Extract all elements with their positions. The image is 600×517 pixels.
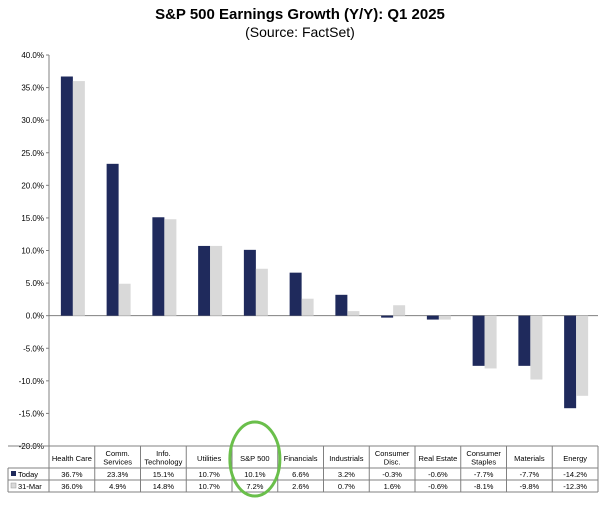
bar-31-mar	[210, 245, 223, 316]
data-label: -0.6%	[428, 482, 448, 491]
bar-31-mar	[438, 315, 451, 320]
data-label: -7.7%	[474, 470, 494, 479]
bar-31-mar	[72, 81, 85, 316]
bar-31-mar	[301, 298, 314, 316]
data-label: 7.2%	[246, 482, 263, 491]
category-label: Energy	[563, 454, 587, 463]
legend-label-31-mar: 31-Mar	[18, 482, 42, 491]
category-label: Info. Technology	[144, 449, 182, 467]
y-tick-label: -10.0%	[19, 377, 44, 386]
data-label: -8.1%	[474, 482, 494, 491]
data-label: 6.6%	[292, 470, 309, 479]
bar-today	[518, 315, 531, 366]
bar-31-mar	[255, 268, 268, 316]
bar-today	[152, 217, 165, 316]
data-label: 10.7%	[198, 482, 220, 491]
data-label: -0.3%	[382, 470, 402, 479]
category-label: Real Estate	[418, 454, 457, 463]
y-tick-label: 5.0%	[26, 279, 44, 288]
highlight-circle	[228, 420, 282, 498]
data-label: 10.7%	[198, 470, 220, 479]
bar-31-mar	[530, 315, 543, 380]
category-label: S&P 500	[240, 454, 269, 463]
y-tick-label: 30.0%	[21, 116, 44, 125]
category-label: Financials	[284, 454, 318, 463]
chart-subtitle: (Source: FactSet)	[245, 24, 355, 40]
category-label: Materials	[514, 454, 545, 463]
bar-today	[564, 315, 577, 409]
bar-31-mar	[393, 305, 406, 316]
data-label: 3.2%	[338, 470, 355, 479]
legend-label-today: Today	[18, 470, 38, 479]
category-label: Consumer Disc.	[375, 449, 410, 467]
data-label: 4.9%	[109, 482, 126, 491]
data-label: 0.7%	[338, 482, 355, 491]
data-label: 1.6%	[384, 482, 401, 491]
data-label: 23.3%	[107, 470, 129, 479]
category-label: Consumer Staples	[466, 449, 501, 467]
bar-today	[381, 315, 394, 318]
bar-today	[335, 294, 348, 316]
bar-today	[60, 76, 73, 316]
data-label: 2.6%	[292, 482, 309, 491]
bar-31-mar	[118, 283, 131, 316]
y-tick-label: 10.0%	[21, 247, 44, 256]
bar-31-mar	[164, 219, 177, 316]
data-label: 10.1%	[244, 470, 266, 479]
category-label: Comm. Services	[103, 449, 132, 467]
data-label: 14.8%	[153, 482, 175, 491]
bar-today	[289, 272, 302, 316]
y-tick-label: 15.0%	[21, 214, 44, 223]
data-label: 15.1%	[153, 470, 175, 479]
chart-header: S&P 500 Earnings Growth (Y/Y): Q1 2025 (…	[0, 6, 600, 41]
bar-today	[198, 245, 211, 316]
y-tick-label: -15.0%	[19, 409, 44, 418]
chart-title: S&P 500 Earnings Growth (Y/Y): Q1 2025	[155, 6, 445, 23]
data-label: -12.3%	[563, 482, 587, 491]
y-tick-label: 35.0%	[21, 84, 44, 93]
bar-today	[106, 163, 119, 316]
bar-today	[426, 315, 439, 320]
y-tick-label: 20.0%	[21, 181, 44, 190]
legend-swatch-31-mar	[10, 482, 17, 489]
category-label: Industrials	[329, 454, 363, 463]
bar-31-mar	[347, 311, 360, 316]
bar-31-mar	[484, 315, 497, 369]
data-label: 36.0%	[61, 482, 83, 491]
y-tick-label: 0.0%	[26, 312, 44, 321]
bar-today	[472, 315, 485, 366]
data-label: 36.7%	[61, 470, 83, 479]
category-label: Utilities	[197, 454, 221, 463]
bar-today	[243, 249, 256, 316]
data-label: -7.7%	[520, 470, 540, 479]
bar-31-mar	[576, 315, 589, 396]
data-label: -14.2%	[563, 470, 587, 479]
category-label: Health Care	[52, 454, 92, 463]
data-label: -9.8%	[520, 482, 540, 491]
y-tick-label: 25.0%	[21, 149, 44, 158]
y-tick-label: 40.0%	[21, 51, 44, 60]
legend-swatch-today	[11, 471, 16, 476]
y-tick-label: -5.0%	[23, 344, 44, 353]
data-label: -0.6%	[428, 470, 448, 479]
